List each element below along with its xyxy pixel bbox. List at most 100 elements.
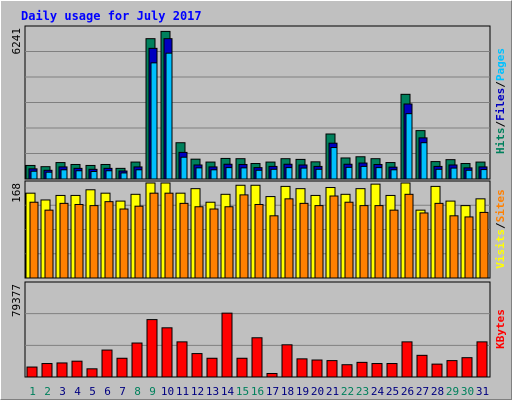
legend-panel-3: KBytes <box>494 309 507 349</box>
bar-kbytes-16 <box>251 337 263 378</box>
legend-separator: / <box>494 121 507 128</box>
bar-pages-23 <box>360 165 368 180</box>
bar-kbytes-8 <box>131 342 143 378</box>
bar-sites-22 <box>344 201 354 279</box>
bar-pages-29 <box>450 167 458 180</box>
bar-kbytes-18 <box>281 344 293 378</box>
legend-hits: Hits <box>494 128 507 155</box>
bar-kbytes-11 <box>176 341 188 378</box>
bar-pages-28 <box>435 168 443 180</box>
bar-sites-28 <box>434 202 444 279</box>
bar-kbytes-7 <box>116 357 128 378</box>
bar-pages-8 <box>135 169 143 180</box>
bar-pages-4 <box>75 170 83 180</box>
bar-kbytes-14 <box>221 312 233 378</box>
bar-pages-25 <box>390 169 398 180</box>
bar-kbytes-20 <box>311 359 323 378</box>
bar-pages-9 <box>150 62 158 180</box>
bar-sites-23 <box>359 205 369 279</box>
bar-kbytes-24 <box>371 363 383 378</box>
legend-panel-1: Hits/Files/Pages <box>494 48 507 154</box>
legend-visits: Visits <box>494 229 507 269</box>
x-tick-label-3: 3 <box>59 385 66 398</box>
bar-pages-26 <box>405 113 413 180</box>
bar-sites-11 <box>179 202 189 279</box>
chart-title: Daily usage for July 2017 <box>21 9 202 23</box>
x-tick-label-14: 14 <box>221 385 235 398</box>
bar-kbytes-21 <box>326 360 338 378</box>
bar-pages-21 <box>330 147 338 180</box>
bar-sites-31 <box>479 211 489 279</box>
legend-sites: Sites <box>494 189 507 222</box>
bar-sites-25 <box>389 209 399 279</box>
x-tick-label-11: 11 <box>176 385 189 398</box>
bar-pages-15 <box>240 167 248 180</box>
bar-sites-13 <box>209 208 219 279</box>
bar-kbytes-26 <box>401 341 413 378</box>
x-tick-label-4: 4 <box>74 385 81 398</box>
bar-kbytes-22 <box>341 364 353 378</box>
bar-pages-6 <box>105 170 113 180</box>
bar-sites-1 <box>29 201 39 279</box>
bar-sites-19 <box>299 202 309 279</box>
x-tick-label-8: 8 <box>134 385 141 398</box>
x-tick-label-15: 15 <box>236 385 249 398</box>
bar-sites-7 <box>119 208 129 279</box>
bar-pages-1 <box>30 170 38 180</box>
bar-sites-10 <box>164 192 174 279</box>
bar-sites-24 <box>374 205 384 279</box>
x-tick-label-9: 9 <box>149 385 156 398</box>
y-max-label-1: 6241 <box>10 28 23 55</box>
bar-sites-27 <box>419 212 429 279</box>
bar-sites-12 <box>194 206 204 279</box>
bar-sites-5 <box>89 205 99 279</box>
bar-kbytes-17 <box>266 372 278 378</box>
bar-kbytes-15 <box>236 357 248 378</box>
legend-kbytes: KBytes <box>494 309 507 349</box>
x-tick-label-17: 17 <box>266 385 279 398</box>
bar-kbytes-3 <box>56 362 68 378</box>
bar-sites-30 <box>464 216 474 279</box>
bar-sites-18 <box>284 198 294 279</box>
bar-pages-31 <box>480 169 488 180</box>
y-max-label-3: 79377 <box>10 284 23 317</box>
bar-kbytes-6 <box>101 349 113 378</box>
x-tick-label-23: 23 <box>356 385 369 398</box>
bar-sites-6 <box>104 201 114 279</box>
legend-pages: Pages <box>494 48 507 81</box>
bar-pages-10 <box>165 52 173 180</box>
x-tick-label-24: 24 <box>371 385 385 398</box>
x-tick-label-31: 31 <box>476 385 489 398</box>
bar-pages-14 <box>225 167 233 180</box>
bar-sites-20 <box>314 205 324 279</box>
x-tick-label-2: 2 <box>44 385 51 398</box>
bar-sites-17 <box>269 215 279 279</box>
bar-kbytes-25 <box>386 363 398 378</box>
bar-sites-4 <box>74 203 84 279</box>
bar-sites-26 <box>404 193 414 279</box>
bar-pages-13 <box>210 169 218 180</box>
bar-kbytes-31 <box>476 341 488 378</box>
bar-sites-29 <box>449 215 459 279</box>
x-tick-label-20: 20 <box>311 385 324 398</box>
bar-pages-7 <box>120 172 128 180</box>
legend-panel-2: Visits/Sites <box>494 189 507 269</box>
bar-sites-9 <box>149 192 159 279</box>
bar-pages-18 <box>285 167 293 180</box>
bar-sites-14 <box>224 206 234 279</box>
bar-sites-15 <box>239 194 249 279</box>
bar-sites-3 <box>59 202 69 279</box>
x-tick-label-1: 1 <box>29 385 36 398</box>
x-tick-label-30: 30 <box>461 385 474 398</box>
x-tick-label-19: 19 <box>296 385 309 398</box>
x-tick-label-18: 18 <box>281 385 294 398</box>
x-tick-label-25: 25 <box>386 385 399 398</box>
bar-pages-22 <box>345 166 353 180</box>
x-tick-label-6: 6 <box>104 385 111 398</box>
legend-separator: / <box>494 222 507 229</box>
x-tick-label-12: 12 <box>191 385 204 398</box>
x-tick-label-27: 27 <box>416 385 429 398</box>
bar-kbytes-19 <box>296 358 308 378</box>
